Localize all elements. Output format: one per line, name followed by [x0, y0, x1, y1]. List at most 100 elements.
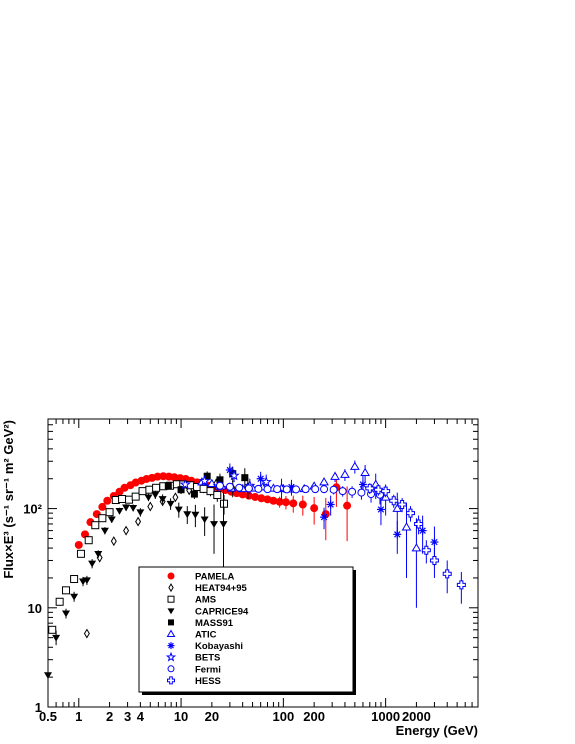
data-point [103, 496, 112, 505]
legend-marker [167, 595, 175, 603]
data-point [357, 488, 366, 497]
data-point [166, 500, 175, 508]
legend-label: ATIC [195, 630, 217, 641]
data-point [179, 478, 191, 490]
y-tick-label: 10² [23, 502, 42, 517]
data-point [429, 555, 439, 565]
x-tick-label: 10 [174, 709, 188, 724]
data-points [44, 460, 466, 685]
data-point [76, 549, 85, 558]
data-point [273, 485, 282, 494]
legend-label: PAMELA [195, 572, 235, 583]
data-point [338, 487, 347, 496]
data-point [164, 482, 172, 490]
legend-marker [167, 642, 175, 650]
legend-label: CAPRICE94 [195, 606, 249, 617]
data-point [105, 508, 114, 517]
plot-area-border [47, 418, 479, 708]
data-point [215, 481, 224, 490]
data-point [91, 521, 100, 530]
data-point [144, 494, 153, 502]
data-point [360, 467, 370, 477]
data-point [122, 504, 131, 512]
series-hess [365, 483, 466, 604]
data-point [365, 483, 375, 493]
data-point [225, 465, 234, 474]
data-point [310, 504, 319, 513]
x-tick-label: 0.5 [39, 709, 57, 724]
data-point [381, 486, 391, 496]
data-point [52, 634, 61, 642]
data-point [203, 472, 211, 480]
legend: PAMELAHEAT94+95AMSCAPRICE94MASS91ATICKob… [138, 566, 356, 695]
data-point [70, 575, 79, 584]
data-point [177, 486, 185, 494]
data-point [282, 485, 291, 494]
data-point [430, 538, 439, 547]
data-point [136, 509, 145, 517]
data-point [392, 503, 403, 512]
legend-label: HESS [195, 676, 221, 687]
legend-marker [167, 608, 175, 615]
data-point [376, 505, 385, 514]
data-point [343, 501, 352, 510]
data-point [251, 492, 260, 501]
series-caprice94 [44, 485, 228, 685]
data-point [151, 491, 160, 499]
data-point [135, 516, 142, 527]
data-point [349, 461, 360, 470]
data-point [358, 480, 367, 489]
data-point [88, 560, 97, 568]
data-point [123, 525, 130, 536]
data-point [442, 569, 452, 579]
axis-ticks [47, 418, 479, 708]
x-tick-label: 2 [106, 709, 113, 724]
x-tick-label: 100 [272, 709, 294, 724]
data-point [401, 522, 412, 531]
x-tick-label: 200 [303, 709, 325, 724]
data-point [213, 491, 222, 500]
data-point [260, 476, 272, 487]
legend-marker [166, 629, 176, 637]
data-point [311, 485, 320, 494]
legend-label: BETS [195, 653, 220, 664]
data-point [98, 502, 107, 511]
data-point [301, 485, 310, 494]
data-point [94, 551, 103, 558]
data-point [393, 530, 402, 539]
data-point [292, 485, 301, 494]
series-kobayashi [225, 463, 439, 567]
data-point [62, 586, 71, 595]
data-point [158, 496, 167, 503]
data-point [263, 485, 272, 494]
data-point [241, 474, 249, 482]
data-point [74, 540, 83, 549]
data-point [115, 508, 124, 515]
legend-marker [167, 572, 175, 580]
data-point [199, 475, 211, 486]
data-point [340, 469, 350, 478]
data-point [319, 477, 329, 486]
data-point [405, 508, 415, 518]
data-point [257, 494, 266, 503]
legend-marker [165, 651, 177, 662]
data-point [191, 511, 200, 519]
data-point [83, 628, 90, 639]
data-point [244, 484, 253, 493]
legend-label: HEAT94+95 [195, 583, 248, 594]
data-point [220, 499, 229, 508]
data-point [138, 487, 147, 496]
data-point [152, 483, 161, 492]
x-tick-label: 1 [75, 709, 82, 724]
x-tick-label: 1000 [371, 709, 400, 724]
legend-marker [167, 676, 175, 685]
data-point [98, 514, 107, 523]
data-point [172, 492, 179, 503]
data-point [235, 483, 244, 492]
data-point [329, 485, 338, 494]
data-point [200, 516, 209, 524]
data-point [183, 511, 192, 519]
legend-box [138, 566, 354, 693]
